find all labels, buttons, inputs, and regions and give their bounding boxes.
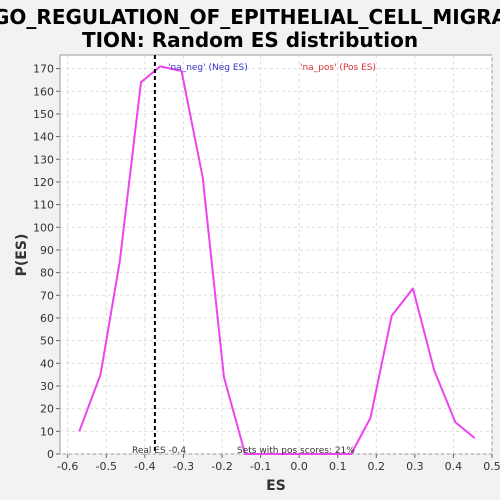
- chart-title-line-1: GO_REGULATION_OF_EPITHELIAL_CELL_MIGRA: [0, 5, 500, 29]
- y-tick-label: 0: [47, 448, 54, 461]
- y-tick-label: 170: [33, 63, 54, 76]
- x-axis-label: ES: [266, 478, 286, 494]
- y-tick-label: 140: [33, 131, 54, 144]
- y-tick-label: 50: [40, 335, 54, 348]
- x-tick-label: -0.1: [250, 460, 271, 473]
- real-es-annotation: Real ES -0.4: [132, 446, 186, 456]
- y-tick-label: 40: [40, 357, 54, 370]
- y-tick-label: 130: [33, 153, 54, 166]
- legend-pos-es: 'na_pos' (Pos ES): [300, 63, 376, 73]
- y-tick-label: 10: [40, 425, 54, 438]
- y-tick-label: 150: [33, 108, 54, 121]
- x-tick-label: 0.3: [406, 460, 424, 473]
- y-tick-label: 70: [40, 289, 54, 302]
- x-tick-label: 0.2: [368, 460, 386, 473]
- x-tick-label: -0.2: [211, 460, 232, 473]
- x-tick-label: 0.0: [290, 460, 308, 473]
- y-tick-label: 160: [33, 85, 54, 98]
- axes: 0 10 20 30 40 50 60 70 80 90 100 110 120 130 140 150 160…: [33, 63, 500, 473]
- y-tick-label: 120: [33, 176, 54, 189]
- x-tick-label: -0.3: [173, 460, 194, 473]
- pos-scores-annotation: Sets with pos scores: 21%: [237, 446, 355, 456]
- x-tick-label: -0.5: [96, 460, 117, 473]
- x-tick-label: -0.4: [134, 460, 155, 473]
- x-tick-label: 0.5: [483, 460, 500, 473]
- y-axis-label: P(ES): [14, 234, 30, 277]
- y-tick-label: 20: [40, 403, 54, 416]
- plot-area: [59, 54, 493, 455]
- series-layer: [78, 55, 476, 455]
- y-tick-label: 60: [40, 312, 54, 325]
- y-tick-label: 90: [40, 244, 54, 257]
- y-tick-label: 110: [33, 199, 54, 212]
- chart-title-line-2: TION: Random ES distribution: [82, 28, 418, 52]
- y-tick-label: 30: [40, 380, 54, 393]
- legend-neg-es: 'na_neg' (Neg ES): [168, 63, 248, 73]
- x-tick-label: 0.4: [445, 460, 463, 473]
- x-tick-label: -0.6: [57, 460, 78, 473]
- grid-lines: [60, 55, 493, 455]
- x-tick-label: 0.1: [329, 460, 347, 473]
- y-tick-label: 100: [33, 221, 54, 234]
- es-distribution-line: [78, 65, 476, 455]
- y-tick-label: 80: [40, 267, 54, 280]
